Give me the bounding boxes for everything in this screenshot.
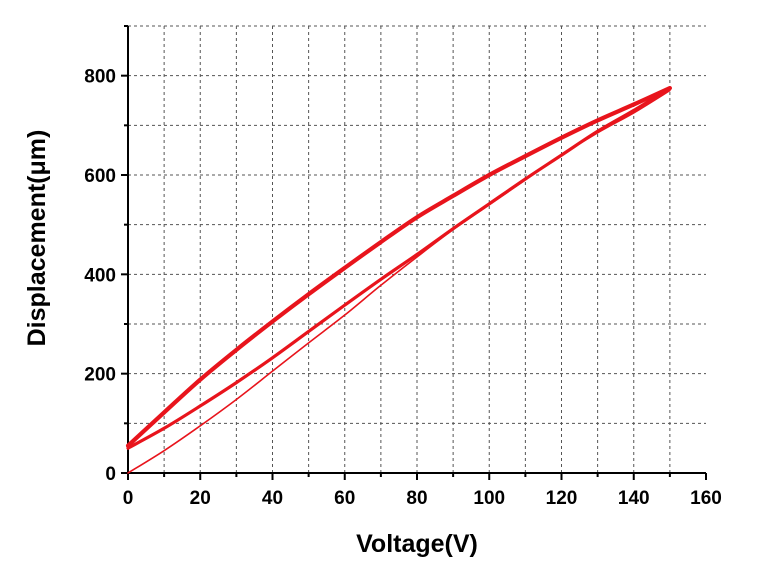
x-tick-label: 120 <box>546 488 578 509</box>
y-tick-label: 800 <box>84 67 116 88</box>
x-tick-label: 80 <box>406 488 427 509</box>
x-tick-label: 160 <box>690 488 722 509</box>
y-tick-label: 200 <box>84 365 116 386</box>
y-tick-label: 400 <box>84 265 116 286</box>
x-tick-label: 60 <box>334 488 355 509</box>
axes <box>121 25 707 480</box>
grid <box>128 25 706 473</box>
y-tick-label: 600 <box>84 166 116 187</box>
x-axis-title: Voltage(V) <box>356 530 478 558</box>
series-line-loop-ascent <box>126 86 672 450</box>
x-tick-label: 20 <box>190 488 211 509</box>
series-line-initial-ascent <box>127 89 671 474</box>
x-tick-label: 40 <box>262 488 283 509</box>
series-line-descent <box>125 85 672 448</box>
y-axis-title: Displacement(μm) <box>23 130 51 347</box>
tick-labels: 0 20 40 60 80 100 120 140 160 0 200 400 600 800 <box>84 67 722 509</box>
x-tick-label: 140 <box>618 488 650 509</box>
x-tick-label: 100 <box>473 488 505 509</box>
x-tick-label: 0 <box>123 488 134 509</box>
y-tick-label: 0 <box>105 464 116 485</box>
series-layer <box>125 85 672 474</box>
